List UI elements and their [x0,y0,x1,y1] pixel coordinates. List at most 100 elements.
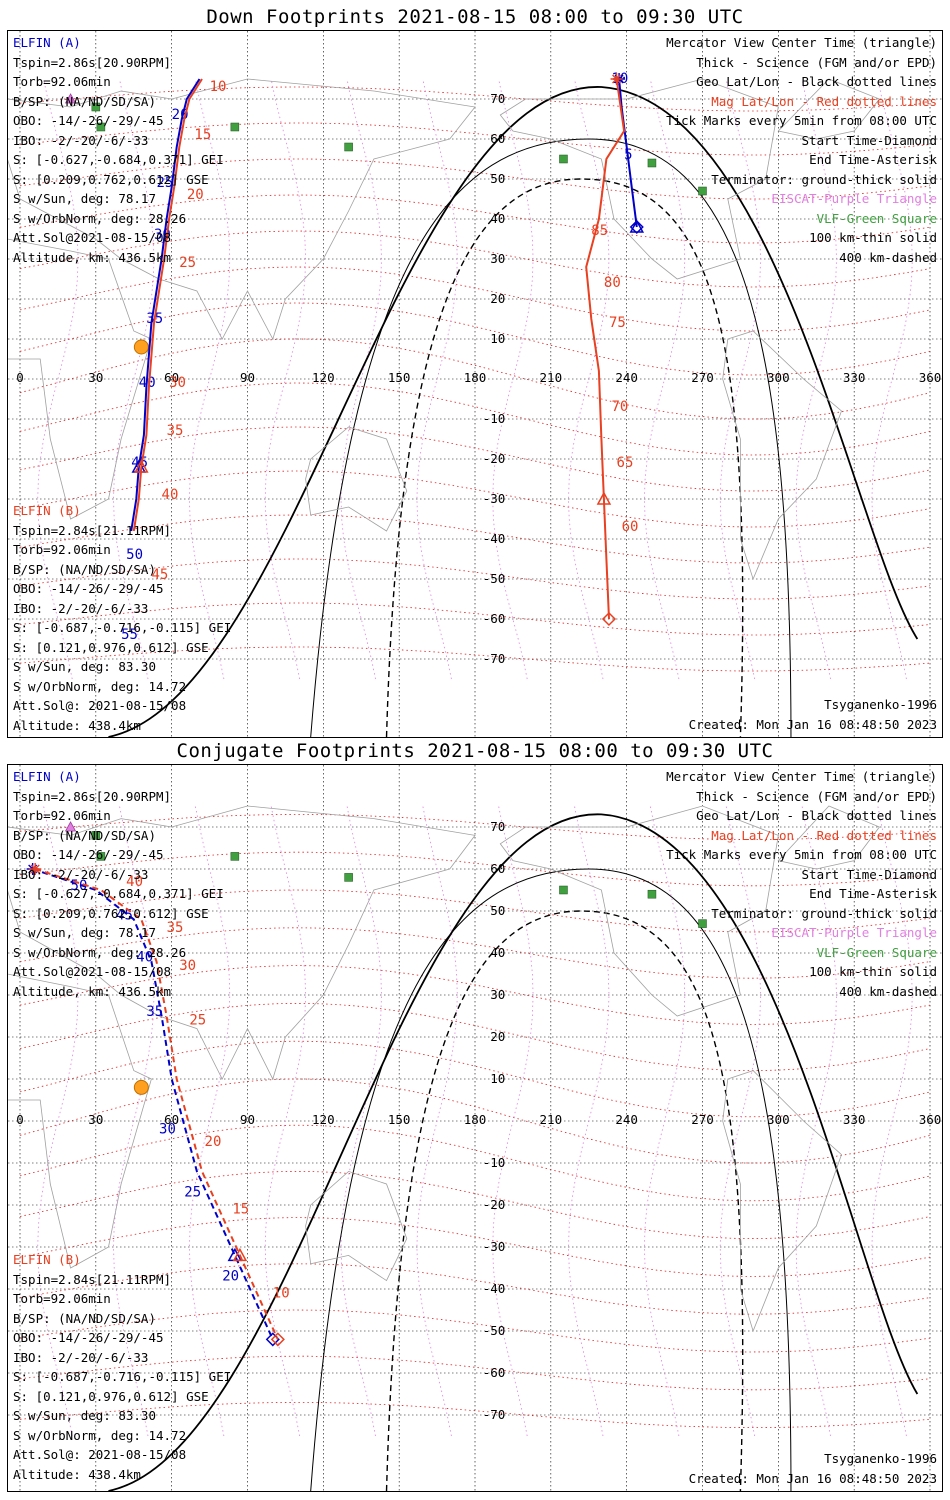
terminator-400km [385,178,744,737]
lat-tick-label: 50 [490,903,505,918]
lat-tick-label: 30 [490,987,505,1002]
mag-parallel [19,1217,931,1277]
lon-tick-label: 180 [464,1112,487,1127]
mag-parallel [19,851,931,887]
legend: Mercator View Center Time (triangle) Thi… [666,767,937,1001]
lat-tick-label: 70 [490,819,505,834]
footprint-track [32,868,274,1340]
lat-tick-label: -40 [483,531,506,546]
legend-line: 400 km-dashed [839,983,937,999]
lat-tick-label: -40 [483,1281,506,1296]
lat-tick-label: -10 [483,411,506,426]
legend-line: Mercator View Center Time (triangle) [666,769,937,784]
elfin-a-line: OBO: -14/-26/-29/-45 [13,847,164,862]
lon-tick-label: 300 [767,370,790,385]
continent-outline [305,426,408,532]
elfin-a-line: Torb=92.06min [13,808,111,823]
lat-tick-label: -30 [483,491,506,506]
footprint-track [34,868,279,1340]
tick-mark-label: 60 [622,519,639,535]
lat-tick-label: -70 [483,651,506,666]
vlf-green-square [344,873,353,882]
panel-2-frame: 0 30 60 90 120 150 180 210 240 270 300 330 360 70 60 50… [7,764,943,1492]
legend-line: Mercator View Center Time (triangle) [666,35,937,50]
lon-tick-label: 270 [691,1112,714,1127]
created-label: Created: Mon Jan 16 08:48:50 2023 [688,1471,937,1486]
lon-tick-label: 330 [843,1112,866,1127]
legend-line: Start Time-Diamond [801,132,937,148]
lat-tick-label: 20 [490,1029,505,1044]
lat-tick-label: 60 [490,861,505,876]
panel-2-title: Conjugate Footprints 2021-08-15 08:00 to… [176,740,774,762]
tick-mark-label: 50 [126,547,143,563]
mag-meridian [492,78,534,680]
mag-meridian [340,78,382,680]
lon-tick-label: 210 [540,1112,563,1127]
lon-tick-label: 60 [164,1112,179,1127]
tick-mark-label: 25 [157,175,174,191]
mag-meridian [188,78,231,680]
elfin-b-info: ELFIN (B) Tspin=2.84s[21.11RPM] Torb=92.… [13,501,231,735]
elfin-b-line: B/SP: (NA/ND/SD/SA) [13,561,156,577]
vlf-green-square [647,158,657,168]
mag-parallel [19,1402,931,1428]
continent-outline [305,1170,408,1282]
lat-tick-label: -50 [483,571,506,586]
elfin-a-line: Att.Sol@2021-08-15/08 [13,230,172,245]
elfin-b-line: Altitude: 438.4km [13,717,141,733]
tick-mark-label: 65 [617,455,634,471]
legend-line: Geo Lat/Lon - Black dotted lines [696,808,937,823]
lat-tick-label: -70 [483,1407,506,1422]
start-time-diamond [629,219,644,235]
elfin-a-line: S w/OrbNorm, deg: 28.26 [13,210,187,226]
continent-outline [777,805,881,870]
tick-mark-label: 20 [222,1269,239,1285]
lat-tick-label: 10 [490,331,505,346]
mag-meridian [871,805,913,1437]
elfin-a-line: IBO: -2/-20/-6/-33 [13,132,149,148]
lat-tick-label: -20 [483,1197,506,1212]
lon-tick-label: 90 [240,1112,255,1127]
terminator-ground [108,86,919,737]
lon-tick-label: 300 [767,1112,790,1127]
elfin-a-line: S: [0.209,0.762,0.612] GSE [13,905,209,921]
footprint-track [132,78,203,532]
elfin-b-line: Torb=92.06min [13,542,111,557]
eiscat-purple-triangle [64,821,77,832]
sun-icon [133,1079,149,1095]
lat-tick-label: 20 [490,291,505,306]
tick-mark-label: 25 [189,1012,206,1028]
tick-mark-label: 35 [167,920,184,936]
tick-mark-label: 15 [232,1201,249,1217]
lon-tick-label: 180 [464,370,487,385]
legend-line: Thick - Science (FGM and/or EPD) [696,54,937,70]
elfin-a-line: S: [-0.627,-0.684,0.371] GEI [13,152,224,167]
elfin-a-label: ELFIN (A) [13,35,81,50]
legend-line: 100 km-thin solid [809,230,937,245]
tick-mark-label: 30 [169,375,186,391]
mag-parallel [19,889,931,933]
lon-tick-label: 240 [615,370,638,385]
mag-meridian [416,805,458,1437]
legend-line: End Time-Asterisk [809,886,937,901]
elfin-b-line: Att.Sol@: 2021-08-15/08 [13,1447,187,1462]
elfin-b-line: B/SP: (NA/ND/SD/SA) [13,1310,156,1326]
tick-mark-label: 45 [151,567,168,583]
elfin-b-line: Att.Sol@: 2021-08-15/08 [13,698,187,713]
lat-tick-label: -20 [483,451,506,466]
mag-meridian [795,805,837,1437]
tick-mark-label: 40 [136,949,153,965]
elfin-b-line: Tspin=2.84s[21.11RPM] [13,522,172,538]
mag-parallel [19,927,931,979]
lon-tick-label: 270 [691,370,714,385]
elfin-a-label: ELFIN (A) [13,769,81,784]
lon-tick-label: 330 [843,370,866,385]
tick-mark-label: 55 [121,627,138,643]
mag-parallel [19,86,931,112]
lat-tick-label: -50 [483,1323,506,1338]
legend: Mercator View Center Time (triangle) Thi… [666,33,937,267]
terminator-100km [310,868,792,1491]
tick-mark-label: 70 [612,399,629,415]
mag-meridian [416,78,458,680]
lat-tick-label: 40 [490,211,505,226]
